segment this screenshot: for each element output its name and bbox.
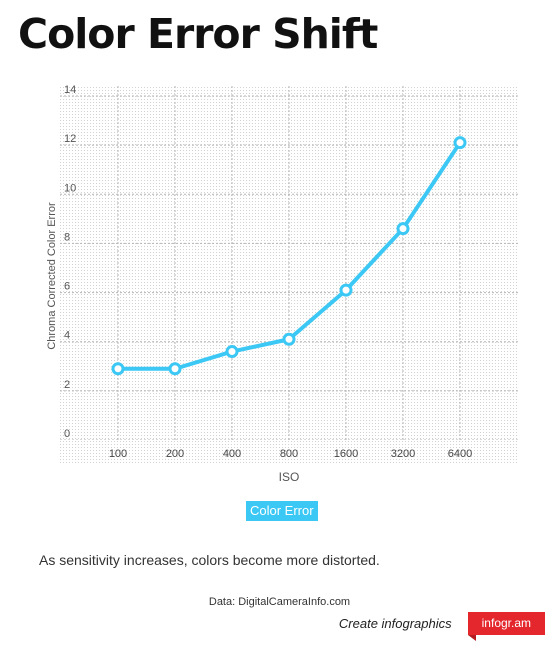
- y-tick-label: 14: [64, 84, 76, 96]
- badge-tail: [467, 635, 476, 641]
- data-point: [225, 345, 239, 359]
- data-point: [339, 283, 353, 297]
- x-tick-label: 1600: [334, 448, 358, 460]
- y-tick-label: 6: [64, 281, 70, 293]
- y-tick-label: 12: [64, 133, 76, 145]
- chart-caption: As sensitivity increases, colors become …: [39, 552, 380, 568]
- y-tick-label: 0: [64, 428, 70, 440]
- data-point: [453, 136, 467, 150]
- x-gridlines: [117, 86, 461, 440]
- y-axis-label: Chroma Corrected Color Error: [46, 202, 58, 350]
- series-color-error: [111, 136, 467, 376]
- x-tick-label: 800: [280, 448, 298, 460]
- x-tick-labels: 100 200 400 800 1600 3200 6400: [109, 448, 472, 460]
- x-tick-label: 100: [109, 448, 127, 460]
- data-point: [282, 332, 296, 346]
- data-point: [111, 362, 125, 376]
- data-source: Data: DigitalCameraInfo.com: [208, 596, 351, 608]
- infogram-logo-text: infogr.am: [481, 616, 531, 630]
- y-tick-label: 4: [64, 330, 70, 342]
- y-tick-label: 10: [64, 182, 76, 194]
- x-tick-label: 6400: [448, 448, 472, 460]
- x-tick-label: 3200: [391, 448, 415, 460]
- y-tick-label: 8: [64, 231, 70, 243]
- x-tick-label: 400: [223, 448, 241, 460]
- data-point: [396, 222, 410, 236]
- line-chart: 0 2 4 6 8 10 12 14 100 200 400 800 1600 3200 6400 Chr…: [46, 84, 518, 484]
- chart-title: Color Error Shift: [18, 10, 378, 58]
- y-tick-labels: 0 2 4 6 8 10 12 14: [64, 84, 76, 440]
- infogram-logo-badge[interactable]: infogr.am: [467, 612, 545, 641]
- x-axis-band: [60, 440, 518, 464]
- create-infographics-link[interactable]: Create infographics: [338, 616, 452, 631]
- x-axis-label: ISO: [279, 470, 300, 484]
- footer: Create infographics infogr.am: [338, 612, 545, 641]
- x-tick-label: 200: [166, 448, 184, 460]
- legend-color-error: Color Error: [246, 501, 318, 521]
- y-tick-label: 2: [64, 379, 70, 391]
- data-point: [168, 362, 182, 376]
